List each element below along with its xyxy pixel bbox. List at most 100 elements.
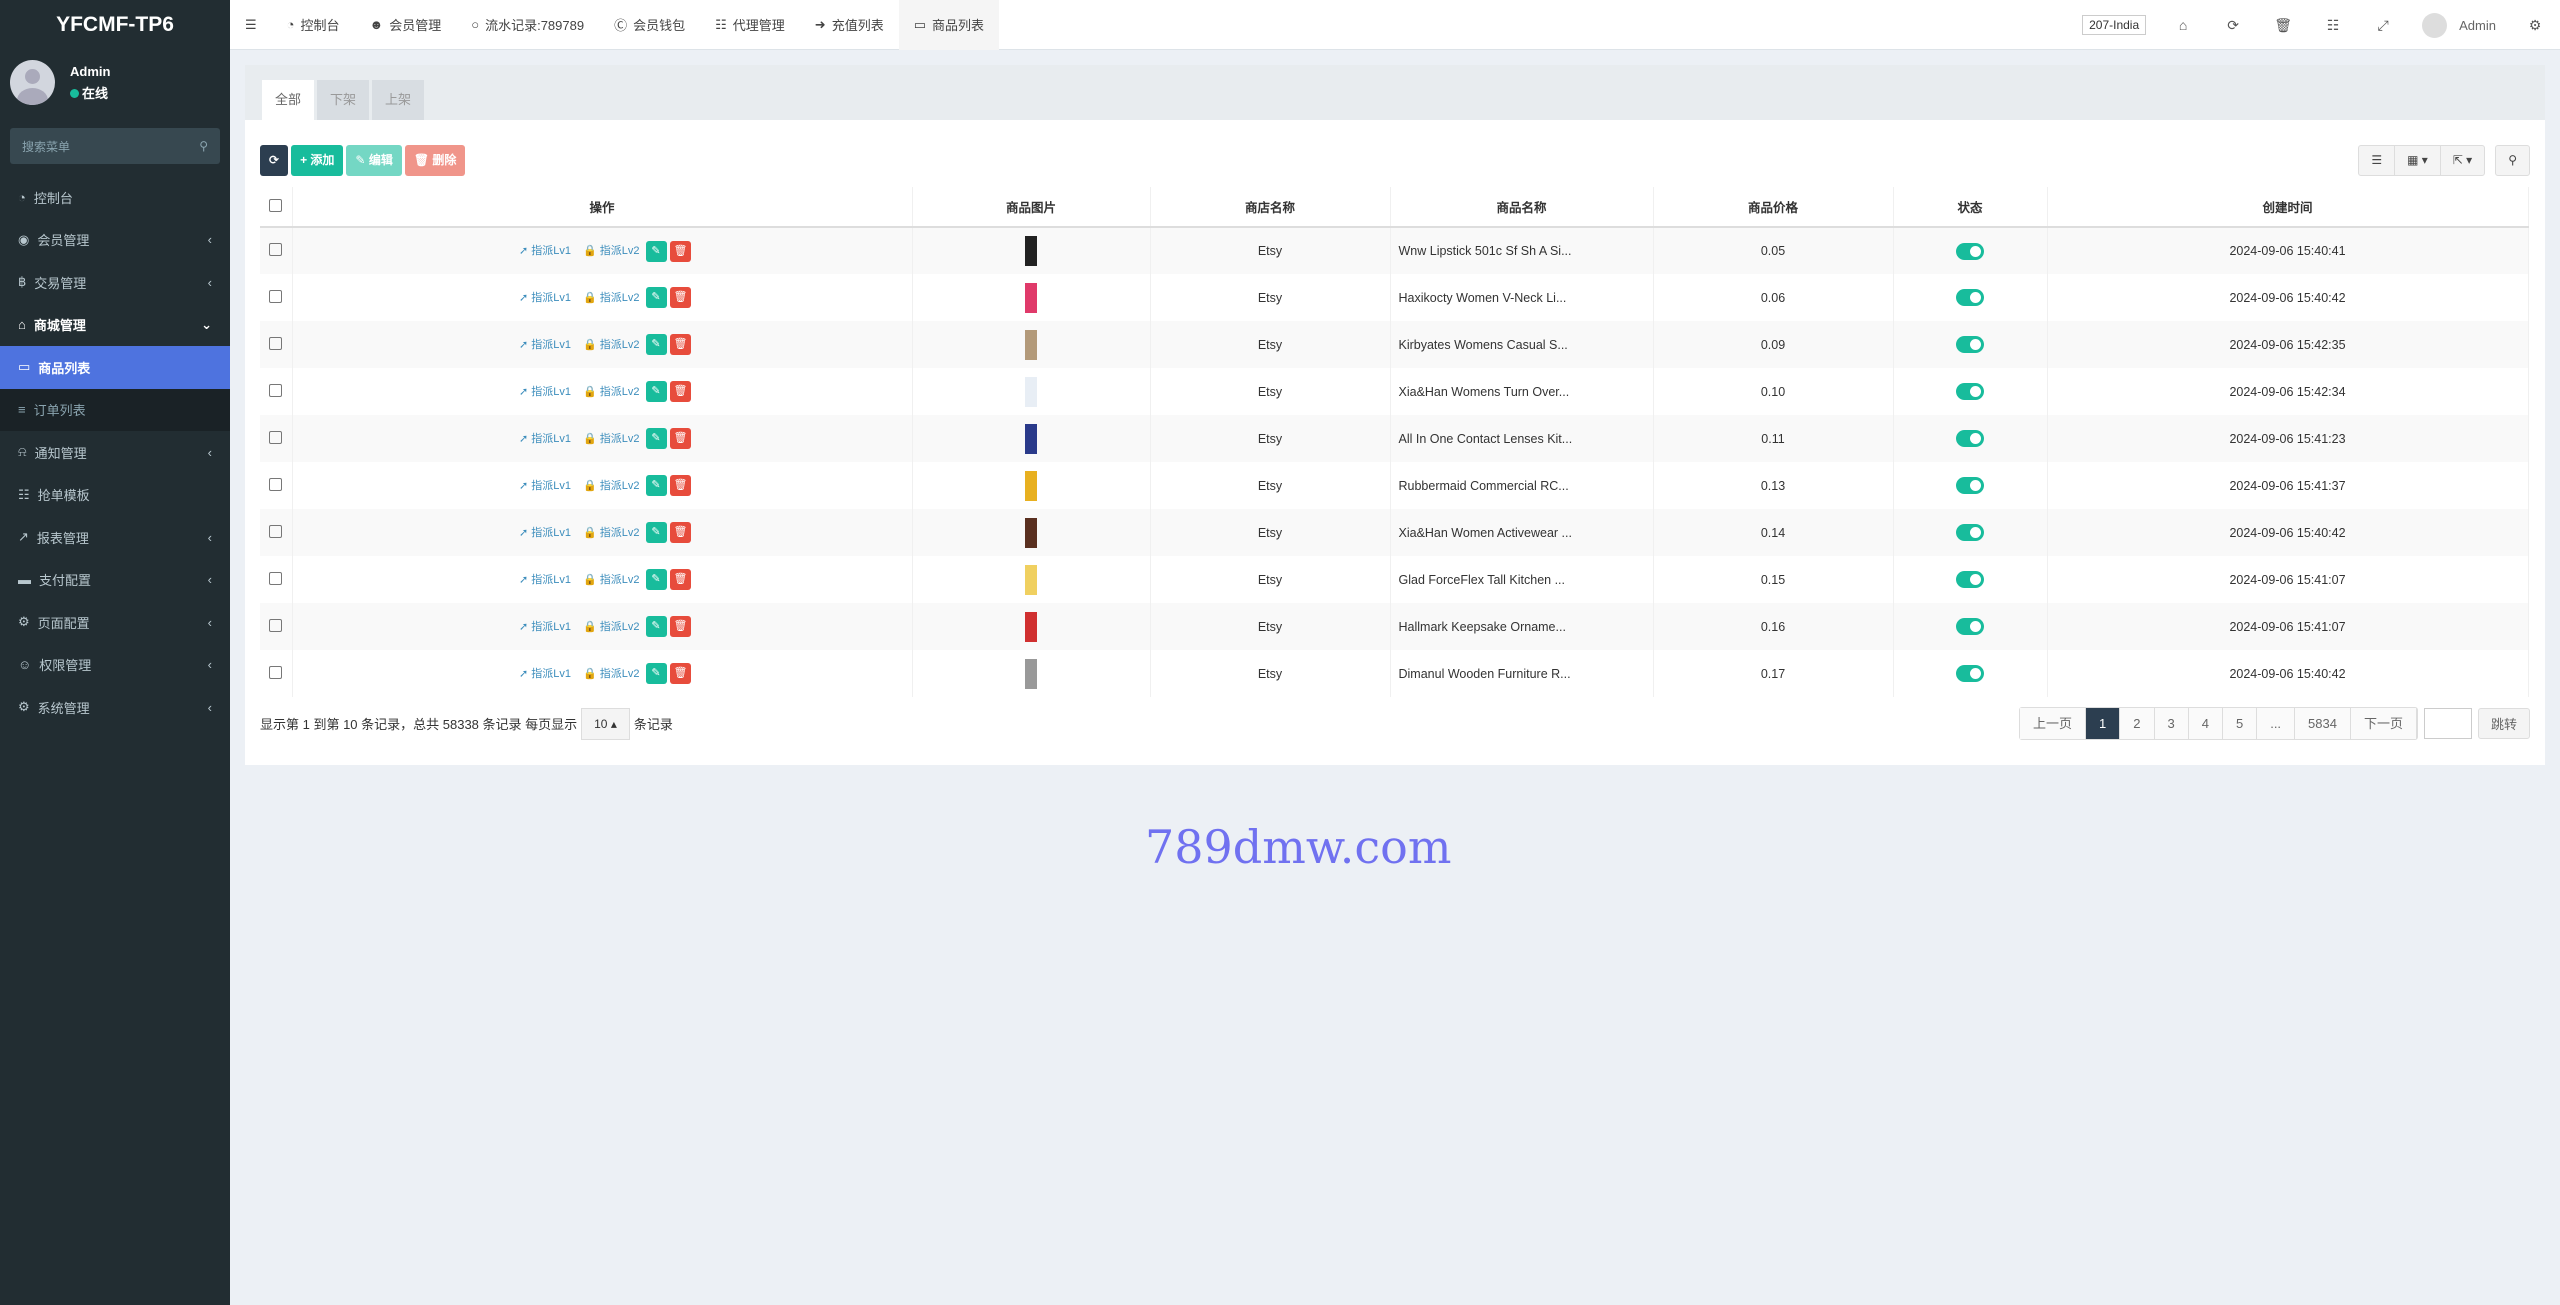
refresh-button[interactable]: ⟳ bbox=[260, 145, 289, 176]
page-button[interactable]: ... bbox=[2257, 708, 2296, 739]
assign-lv1-link[interactable]: ➚ 指派Lv1 bbox=[518, 620, 572, 633]
delete-row-button[interactable]: 🗑 bbox=[670, 381, 692, 402]
edit-row-button[interactable]: ✎ bbox=[645, 663, 667, 684]
menu-search-input[interactable]: 搜索菜单 ⚲ bbox=[10, 128, 220, 164]
trash-icon[interactable]: 🗑 bbox=[2274, 16, 2293, 33]
edit-row-button[interactable]: ✎ bbox=[645, 240, 667, 262]
sidebar-item[interactable]: ▬ 支付配置 ‹ bbox=[0, 559, 230, 602]
hamburger-menu-icon[interactable]: ☰ bbox=[245, 16, 257, 32]
assign-lv2-link[interactable]: 🔒 指派Lv2 bbox=[583, 667, 640, 680]
product-image[interactable] bbox=[1016, 236, 1046, 266]
assign-lv2-link[interactable]: 🔒 指派Lv2 bbox=[583, 526, 640, 539]
page-button[interactable]: 3 bbox=[2154, 708, 2189, 739]
tab-offline[interactable]: 下架 bbox=[317, 80, 370, 120]
assign-lv1-link[interactable]: ➚ 指派Lv1 bbox=[518, 667, 572, 680]
status-toggle[interactable] bbox=[1956, 477, 1984, 494]
product-image[interactable] bbox=[1016, 611, 1046, 642]
row-checkbox[interactable] bbox=[269, 336, 283, 350]
column-header[interactable]: 商品名称 bbox=[1390, 187, 1654, 228]
assign-lv2-link[interactable]: 🔒 指派Lv2 bbox=[583, 291, 640, 304]
assign-lv1-link[interactable]: ➚ 指派Lv1 bbox=[518, 573, 572, 586]
sidebar-item[interactable]: ≡ 订单列表 bbox=[0, 388, 230, 431]
row-checkbox[interactable] bbox=[269, 524, 283, 538]
status-toggle[interactable] bbox=[1956, 665, 1984, 682]
delete-row-button[interactable]: 🗑 bbox=[670, 240, 692, 262]
delete-row-button[interactable]: 🗑 bbox=[670, 569, 692, 590]
product-image[interactable] bbox=[1016, 517, 1046, 548]
page-button[interactable]: 2 bbox=[2120, 708, 2155, 739]
sidebar-item[interactable]: ☺ 权限管理 ‹ bbox=[0, 644, 230, 687]
product-image[interactable] bbox=[1016, 376, 1046, 407]
fullscreen-icon[interactable]: ⤢ bbox=[2377, 16, 2389, 33]
add-button[interactable]: + 添加 bbox=[291, 145, 344, 176]
product-image[interactable] bbox=[1016, 470, 1046, 501]
row-checkbox[interactable] bbox=[269, 618, 283, 632]
search-icon[interactable]: ⚲ bbox=[2508, 153, 2517, 167]
edit-row-button[interactable]: ✎ bbox=[645, 381, 667, 402]
assign-lv2-link[interactable]: 🔒 指派Lv2 bbox=[583, 385, 640, 398]
home-icon[interactable]: ⌂ bbox=[2178, 17, 2188, 33]
sidebar-item[interactable]: ☷ 抢单模板 bbox=[0, 474, 230, 517]
product-image[interactable] bbox=[1016, 658, 1046, 689]
sidebar-item[interactable]: ฿ 交易管理 ‹ bbox=[0, 261, 230, 304]
sidebar-item[interactable]: ⍾ 通知管理 ‹ bbox=[0, 431, 230, 474]
sidebar-item[interactable]: ▭ 商品列表 bbox=[0, 346, 230, 389]
country-selector[interactable]: 207-India bbox=[2082, 15, 2147, 35]
column-header[interactable]: 创建时间 bbox=[2047, 187, 2529, 228]
tab-all[interactable]: 全部 bbox=[262, 80, 315, 120]
export-icon[interactable]: ⇱ ▾ bbox=[2452, 153, 2473, 167]
assign-lv2-link[interactable]: 🔒 指派Lv2 bbox=[583, 338, 640, 351]
column-header[interactable]: 操作 bbox=[292, 187, 913, 228]
assign-lv1-link[interactable]: ➚ 指派Lv1 bbox=[518, 385, 572, 398]
assign-lv2-link[interactable]: 🔒 指派Lv2 bbox=[583, 573, 640, 586]
topnav-tab[interactable]: Ⓒ 会员钱包 bbox=[599, 0, 700, 50]
row-checkbox[interactable] bbox=[269, 665, 283, 679]
column-header[interactable]: 商品价格 bbox=[1653, 187, 1894, 228]
status-toggle[interactable] bbox=[1956, 524, 1984, 541]
product-image[interactable] bbox=[1016, 564, 1046, 595]
row-checkbox[interactable] bbox=[269, 383, 283, 397]
assign-lv2-link[interactable]: 🔒 指派Lv2 bbox=[583, 245, 640, 258]
cogs-icon[interactable]: ⚙ bbox=[2528, 16, 2542, 33]
admin-user-menu[interactable]: Admin bbox=[2408, 12, 2510, 38]
column-header[interactable]: 商店名称 bbox=[1150, 187, 1391, 228]
assign-lv2-link[interactable]: 🔒 指派Lv2 bbox=[583, 432, 640, 445]
delete-row-button[interactable]: 🗑 bbox=[670, 334, 692, 355]
topnav-tab[interactable]: ○ 流水记录:789789 bbox=[456, 0, 599, 50]
edit-row-button[interactable]: ✎ bbox=[645, 475, 667, 496]
edit-row-button[interactable]: ✎ bbox=[645, 287, 667, 308]
topnav-tab[interactable]: ☷ 代理管理 bbox=[700, 0, 800, 50]
translate-icon[interactable]: ☷ bbox=[2326, 16, 2340, 33]
sidebar-item[interactable]: ◉ 会员管理 ‹ bbox=[0, 219, 230, 262]
page-button[interactable]: 5 bbox=[2222, 708, 2258, 739]
column-header[interactable]: 商品图片 bbox=[912, 187, 1151, 228]
toggle-view-icon[interactable]: ☰ bbox=[2359, 146, 2396, 175]
row-checkbox[interactable] bbox=[269, 571, 283, 585]
assign-lv1-link[interactable]: ➚ 指派Lv1 bbox=[518, 291, 572, 304]
status-toggle[interactable] bbox=[1956, 289, 1984, 306]
delete-row-button[interactable]: 🗑 bbox=[670, 475, 692, 496]
tab-online[interactable]: 上架 bbox=[372, 80, 425, 120]
page-button[interactable]: 5834 bbox=[2295, 708, 2351, 739]
row-checkbox[interactable] bbox=[269, 289, 283, 303]
product-image[interactable] bbox=[1016, 423, 1046, 454]
sidebar-item[interactable]: ⌂ 商城管理 ⌄ bbox=[0, 304, 230, 347]
delete-row-button[interactable]: 🗑 bbox=[670, 616, 692, 637]
edit-row-button[interactable]: ✎ bbox=[645, 334, 667, 355]
delete-row-button[interactable]: 🗑 bbox=[670, 428, 692, 449]
topnav-tab[interactable]: ◔ 控制台 bbox=[272, 0, 355, 50]
search-icon[interactable]: ⚲ bbox=[199, 139, 208, 153]
row-checkbox[interactable] bbox=[269, 430, 283, 444]
sidebar-item[interactable]: ⚙ 系统管理 ‹ bbox=[0, 686, 230, 729]
status-toggle[interactable] bbox=[1956, 618, 1984, 635]
sidebar-item[interactable]: ⚙ 页面配置 ‹ bbox=[0, 601, 230, 644]
assign-lv1-link[interactable]: ➚ 指派Lv1 bbox=[518, 245, 572, 258]
product-image[interactable] bbox=[1016, 329, 1046, 360]
refresh-icon[interactable]: ⟳ bbox=[2227, 16, 2239, 33]
assign-lv1-link[interactable]: ➚ 指派Lv1 bbox=[518, 432, 572, 445]
delete-row-button[interactable]: 🗑 bbox=[670, 663, 692, 684]
delete-row-button[interactable]: 🗑 bbox=[670, 287, 692, 308]
prev-page-button[interactable]: 上一页 bbox=[2020, 708, 2087, 739]
assign-lv2-link[interactable]: 🔒 指派Lv2 bbox=[583, 479, 640, 492]
delete-button[interactable]: 🗑 删除 bbox=[404, 145, 466, 176]
